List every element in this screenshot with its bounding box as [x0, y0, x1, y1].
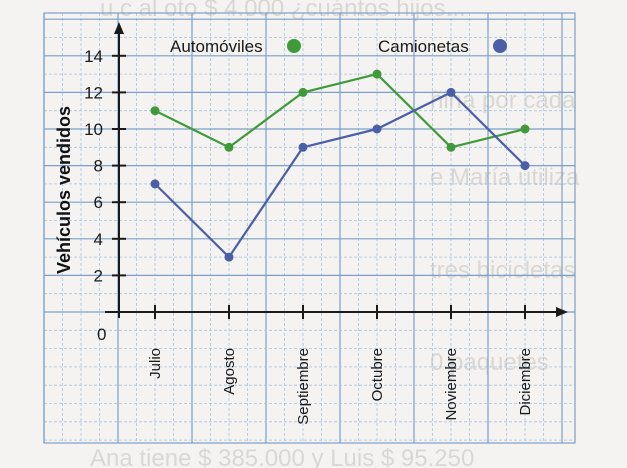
y-tick-label: 6	[94, 193, 103, 212]
x-tick-label: Julio	[147, 348, 164, 379]
y-axis-arrow	[114, 22, 124, 34]
y-tick-label: 8	[94, 157, 103, 176]
series	[150, 69, 530, 262]
legend-marker-automoviles	[287, 39, 301, 53]
y-tick-label: 10	[84, 120, 103, 139]
data-point-camionetas	[224, 252, 234, 262]
legend: Automóviles Camionetas	[170, 37, 507, 56]
x-tick-label: Agosto	[221, 348, 238, 395]
y-tick-label: 4	[94, 230, 103, 249]
axes: 0 Vehículos vendidos	[54, 22, 568, 344]
x-tick-label: Septiembre	[295, 348, 312, 425]
data-point-automoviles	[372, 69, 382, 79]
grid-border	[43, 12, 576, 444]
data-point-camionetas	[150, 179, 160, 189]
data-point-camionetas	[372, 124, 382, 134]
svg-text:u c al oto $ 4.000 ¿cuántos hi: u c al oto $ 4.000 ¿cuántos hijos...	[100, 0, 466, 22]
origin-label: 0	[97, 325, 106, 344]
legend-label-automoviles: Automóviles	[170, 37, 263, 56]
data-point-automoviles	[520, 124, 530, 134]
x-tick-label: Diciembre	[517, 348, 534, 416]
x-ticks: Julio Agosto Septiembre Octubre Noviembre Dic…	[147, 305, 534, 425]
x-axis-arrow	[556, 307, 568, 317]
data-point-automoviles	[150, 106, 160, 116]
legend-marker-camionetas	[493, 39, 507, 53]
data-point-automoviles	[224, 142, 234, 152]
x-tick-label: Noviembre	[443, 348, 460, 421]
data-point-camionetas	[446, 87, 456, 97]
legend-label-camionetas: Camionetas	[378, 37, 469, 56]
data-point-camionetas	[520, 161, 530, 171]
x-tick-label: Octubre	[369, 348, 386, 401]
y-tick-label: 14	[84, 47, 103, 66]
series-line-camionetas	[154, 91, 526, 259]
data-point-automoviles	[446, 142, 456, 152]
svg-text:0 paquetes: 0 paquetes	[430, 349, 549, 376]
y-tick-label: 2	[94, 266, 103, 285]
svg-text:tres bicicletas: tres bicicletas	[430, 257, 575, 284]
data-point-camionetas	[298, 142, 308, 152]
series-line-automoviles	[154, 72, 526, 149]
y-tick-label: 12	[84, 83, 103, 102]
svg-text:Ana tiene $ 385.000 y Luis $ 9: Ana tiene $ 385.000 y Luis $ 95.250	[90, 445, 474, 468]
y-axis-title: Vehículos vendidos	[54, 106, 74, 274]
background-page-text: u c al oto $ 4.000 ¿cuántos hijos... ñin…	[90, 0, 580, 468]
y-ticks: 2 4 6 8 10 12 14	[84, 47, 126, 285]
data-point-automoviles	[298, 87, 308, 97]
svg-text:e María utiliza: e María utiliza	[430, 164, 580, 191]
